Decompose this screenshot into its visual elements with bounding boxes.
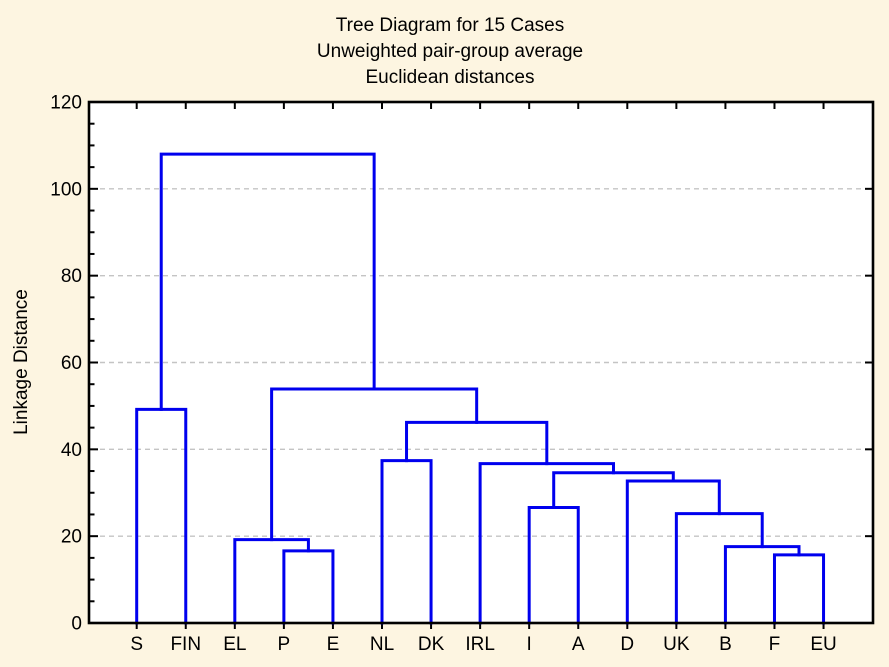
leaf-label: P xyxy=(278,634,291,655)
y-tick-label: 100 xyxy=(50,179,82,200)
leaf-label: NL xyxy=(370,634,394,655)
y-tick-label: 80 xyxy=(61,266,82,287)
leaf-label: UK xyxy=(663,634,690,655)
y-tick-label: 40 xyxy=(61,440,82,461)
y-tick-label: 20 xyxy=(61,527,82,548)
y-tick-label: 0 xyxy=(71,614,82,635)
chart-subtitle-metric: Euclidean distances xyxy=(365,67,535,88)
leaf-label: D xyxy=(620,634,634,655)
plot-frame xyxy=(87,100,875,625)
leaf-label: FIN xyxy=(170,634,201,655)
leaf-label: I xyxy=(527,634,532,655)
leaf-label: E xyxy=(327,634,340,655)
leaf-label: EL xyxy=(223,634,246,655)
leaf-label: A xyxy=(572,634,585,655)
leaf-label: F xyxy=(769,634,781,655)
chart-title-block: Tree Diagram for 15 Cases Unweighted pai… xyxy=(0,13,889,91)
y-tick-label: 60 xyxy=(61,353,82,374)
chart-title: Tree Diagram for 15 Cases xyxy=(335,15,565,36)
leaf-label: IRL xyxy=(465,634,495,655)
leaf-label: B xyxy=(719,634,732,655)
leaf-label: DK xyxy=(418,634,445,655)
leaf-label: S xyxy=(130,634,143,655)
y-tick-label: 120 xyxy=(50,93,82,114)
dendrogram-link xyxy=(159,152,376,411)
chart-subtitle-method: Unweighted pair-group average xyxy=(316,41,584,62)
leaf-label: EU xyxy=(810,634,836,655)
